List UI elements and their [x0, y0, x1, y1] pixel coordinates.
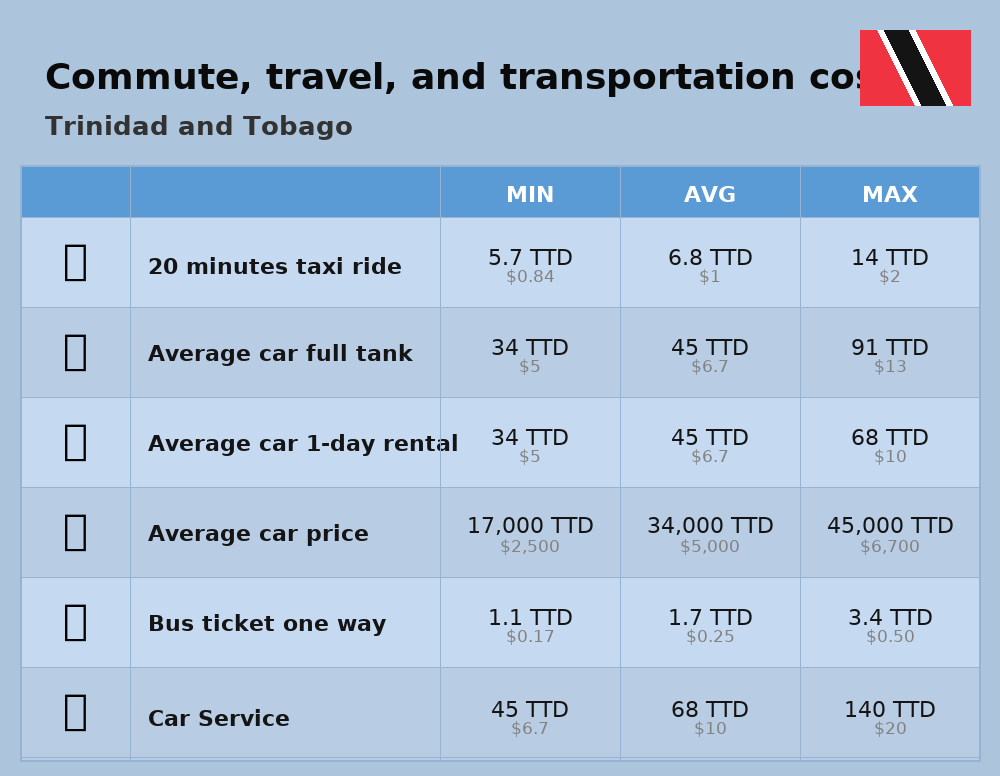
Text: 🚌: 🚌 — [62, 601, 88, 643]
Text: 🚗: 🚗 — [62, 511, 88, 553]
Text: 🚙: 🚙 — [62, 421, 88, 463]
Text: ⛽: ⛽ — [62, 331, 88, 373]
Text: 🔧: 🔧 — [62, 691, 88, 733]
Text: 🚕: 🚕 — [62, 241, 88, 283]
